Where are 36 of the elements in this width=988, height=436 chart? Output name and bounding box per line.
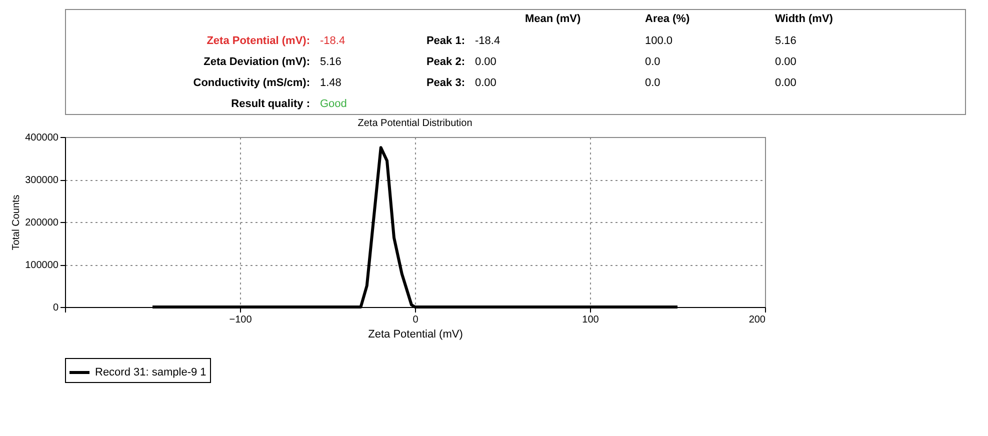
text: Peak 3: bbox=[426, 77, 465, 89]
text: 1.48 bbox=[320, 77, 342, 89]
text: 5.16 bbox=[775, 35, 796, 47]
y-axis-title: Total Counts bbox=[11, 194, 22, 250]
x-tick-label: 100 bbox=[582, 314, 600, 326]
text: Width (mV) bbox=[775, 13, 834, 25]
text: Area (%) bbox=[645, 13, 690, 25]
x-tick-label: 200 bbox=[748, 314, 766, 326]
x-tick-label: 0 bbox=[412, 314, 419, 326]
text: -18.4 bbox=[320, 35, 346, 47]
text: Good bbox=[320, 98, 347, 110]
x-axis-title: Zeta Potential (mV) bbox=[368, 328, 463, 340]
text: 0.00 bbox=[475, 56, 496, 68]
text: Zeta Deviation (mV): bbox=[204, 56, 310, 68]
text: Zeta Potential (mV): bbox=[206, 35, 310, 47]
text: Conductivity (mS/cm): bbox=[193, 77, 310, 89]
text: 0.0 bbox=[645, 77, 660, 89]
text: Result quality : bbox=[231, 98, 310, 110]
y-tick-label: 100000 bbox=[25, 260, 59, 271]
legend-label: Record 31: sample-9 1 bbox=[95, 366, 206, 378]
text: 0.00 bbox=[775, 56, 796, 68]
text: -18.4 bbox=[475, 35, 500, 47]
text: Peak 2: bbox=[426, 56, 465, 68]
y-tick-label: 300000 bbox=[25, 175, 59, 186]
text: Mean (mV) bbox=[525, 13, 581, 25]
text: Peak 1: bbox=[426, 35, 465, 47]
text: 100.0 bbox=[645, 35, 673, 47]
y-tick-label: 400000 bbox=[25, 132, 59, 144]
y-tick-label: 0 bbox=[52, 302, 59, 314]
chart-title: Zeta Potential Distribution bbox=[358, 118, 472, 129]
text: 0.00 bbox=[475, 77, 496, 89]
text: 5.16 bbox=[320, 56, 342, 68]
text: 0.00 bbox=[775, 77, 796, 89]
y-tick-label: 200000 bbox=[25, 218, 59, 228]
x-tick-label: −100 bbox=[229, 314, 252, 326]
text: 0.0 bbox=[645, 56, 660, 68]
